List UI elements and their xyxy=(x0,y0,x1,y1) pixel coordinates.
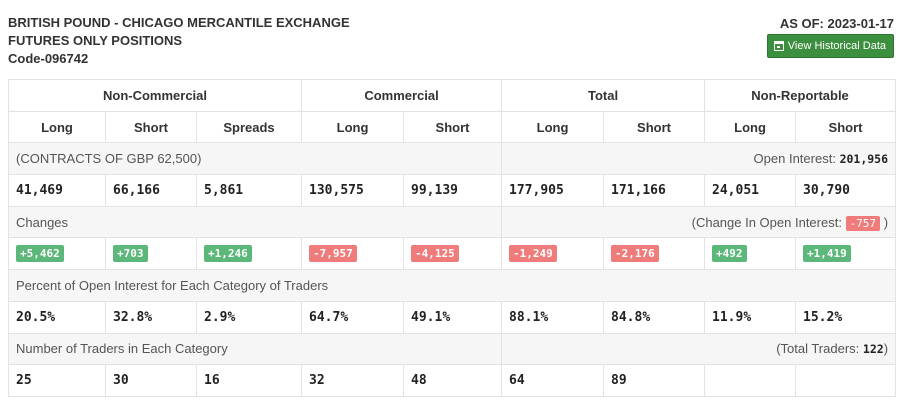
table-cell: 32.8% xyxy=(105,300,197,334)
report-subtitle: FUTURES ONLY POSITIONS xyxy=(8,33,183,48)
view-historical-data-button[interactable]: View Historical Data xyxy=(766,34,894,58)
contracts-section-row: (CONTRACTS OF GBP 62,500) Open Interest:… xyxy=(7,142,897,176)
changes-section-row: Changes (Change In Open Interest: -757 ) xyxy=(7,205,897,239)
table-cell xyxy=(704,364,797,397)
change-cell: +492 xyxy=(704,237,797,271)
percent-values-row: 20.5% 32.8% 2.9% 64.7% 49.1% 88.1% 84.8%… xyxy=(8,300,897,334)
col-header: Long xyxy=(704,110,797,144)
open-interest-cell: Open Interest: 201,956 xyxy=(501,142,897,176)
group-commercial: Commercial xyxy=(301,79,503,112)
percent-label: Percent of Open Interest for Each Catego… xyxy=(7,269,897,302)
table-cell: 171,166 xyxy=(603,174,706,207)
as-of-date: AS OF: 2023-01-17 xyxy=(779,16,894,31)
table-cell: 24,051 xyxy=(704,174,797,207)
table-cell: 15.2% xyxy=(795,300,897,334)
change-oi-suffix: ) xyxy=(883,214,889,230)
change-badge: -1,249 xyxy=(509,245,557,263)
column-header-row: Long Short Spreads Long Short Long Short… xyxy=(8,110,897,144)
total-traders-cell: (Total Traders: 122) xyxy=(501,332,897,366)
change-oi-badge: -757 xyxy=(845,215,881,231)
table-cell: 30,790 xyxy=(795,174,897,207)
table-cell: 41,469 xyxy=(8,174,106,207)
table-cell: 177,905 xyxy=(501,174,605,207)
table-cell: 130,575 xyxy=(301,174,405,207)
total-traders-prefix: (Total Traders: xyxy=(776,341,860,357)
change-badge: +703 xyxy=(113,245,148,263)
col-header: Spreads xyxy=(195,110,303,144)
cot-positions-table: Non-Commercial Commercial Total Non-Repo… xyxy=(7,79,897,397)
report-title-block: BRITISH POUND - CHICAGO MERCANTILE EXCHA… xyxy=(8,14,350,68)
table-cell: 66,166 xyxy=(105,174,197,207)
calendar-icon xyxy=(773,41,784,51)
table-cell: 25 xyxy=(8,364,106,397)
table-cell: 20.5% xyxy=(8,300,106,334)
traders-section-row: Number of Traders in Each Category (Tota… xyxy=(7,332,897,366)
table-cell: 32 xyxy=(301,364,405,397)
group-non-reportable: Non-Reportable xyxy=(704,79,897,112)
change-badge: +1,246 xyxy=(204,245,252,263)
col-header: Short xyxy=(795,110,897,144)
change-badge: -7,957 xyxy=(309,245,357,263)
change-cell: +1,419 xyxy=(795,237,897,271)
col-header: Long xyxy=(8,110,106,144)
table-cell: 64 xyxy=(501,364,605,397)
table-cell: 99,139 xyxy=(403,174,503,207)
contracts-values-row: 41,469 66,166 5,861 130,575 99,139 177,9… xyxy=(8,174,897,207)
table-cell: 48 xyxy=(403,364,503,397)
changes-label: Changes xyxy=(7,205,503,239)
change-badge: +492 xyxy=(712,245,747,263)
table-cell xyxy=(795,364,897,397)
change-badge: +1,419 xyxy=(803,245,851,263)
report-header: BRITISH POUND - CHICAGO MERCANTILE EXCHA… xyxy=(8,14,894,74)
change-cell: +1,246 xyxy=(195,237,303,271)
open-interest-label: Open Interest: xyxy=(753,151,836,167)
group-non-commercial: Non-Commercial xyxy=(7,79,303,112)
change-open-interest-cell: (Change In Open Interest: -757 ) xyxy=(501,205,897,239)
change-badge: -2,176 xyxy=(611,245,659,263)
group-header-row: Non-Commercial Commercial Total Non-Repo… xyxy=(7,79,897,112)
report-code: Code-096742 xyxy=(8,51,89,66)
traders-label: Number of Traders in Each Category xyxy=(7,332,503,366)
table-cell: 49.1% xyxy=(403,300,503,334)
view-historical-data-label: View Historical Data xyxy=(787,40,886,52)
table-cell: 2.9% xyxy=(195,300,303,334)
table-cell: 30 xyxy=(105,364,197,397)
change-cell: +703 xyxy=(105,237,197,271)
change-cell: -1,249 xyxy=(501,237,605,271)
group-total: Total xyxy=(501,79,706,112)
table-cell: 5,861 xyxy=(195,174,303,207)
percent-section-row: Percent of Open Interest for Each Catego… xyxy=(7,269,897,302)
col-header: Long xyxy=(301,110,405,144)
col-header: Short xyxy=(403,110,503,144)
table-cell: 11.9% xyxy=(704,300,797,334)
col-header: Short xyxy=(105,110,197,144)
total-traders-suffix: ) xyxy=(883,341,889,357)
change-badge: +5,462 xyxy=(16,245,64,263)
col-header: Short xyxy=(603,110,706,144)
traders-values-row: 25 30 16 32 48 64 89 xyxy=(8,364,897,397)
change-cell: +5,462 xyxy=(8,237,106,271)
changes-values-row: +5,462 +703 +1,246 -7,957 -4,125 -1,249 … xyxy=(8,237,897,271)
change-badge: -4,125 xyxy=(411,245,459,263)
table-cell: 64.7% xyxy=(301,300,405,334)
table-cell: 16 xyxy=(195,364,303,397)
total-traders-value: 122 xyxy=(862,342,884,357)
change-cell: -2,176 xyxy=(603,237,706,271)
report-title: BRITISH POUND - CHICAGO MERCANTILE EXCHA… xyxy=(8,15,350,30)
table-cell: 84.8% xyxy=(603,300,706,334)
change-cell: -7,957 xyxy=(301,237,405,271)
open-interest-value: 201,956 xyxy=(839,152,889,167)
table-cell: 89 xyxy=(603,364,706,397)
contracts-label: (CONTRACTS OF GBP 62,500) xyxy=(7,142,503,176)
change-oi-prefix: (Change In Open Interest: xyxy=(691,214,842,230)
table-cell: 88.1% xyxy=(501,300,605,334)
change-cell: -4,125 xyxy=(403,237,503,271)
col-header: Long xyxy=(501,110,605,144)
